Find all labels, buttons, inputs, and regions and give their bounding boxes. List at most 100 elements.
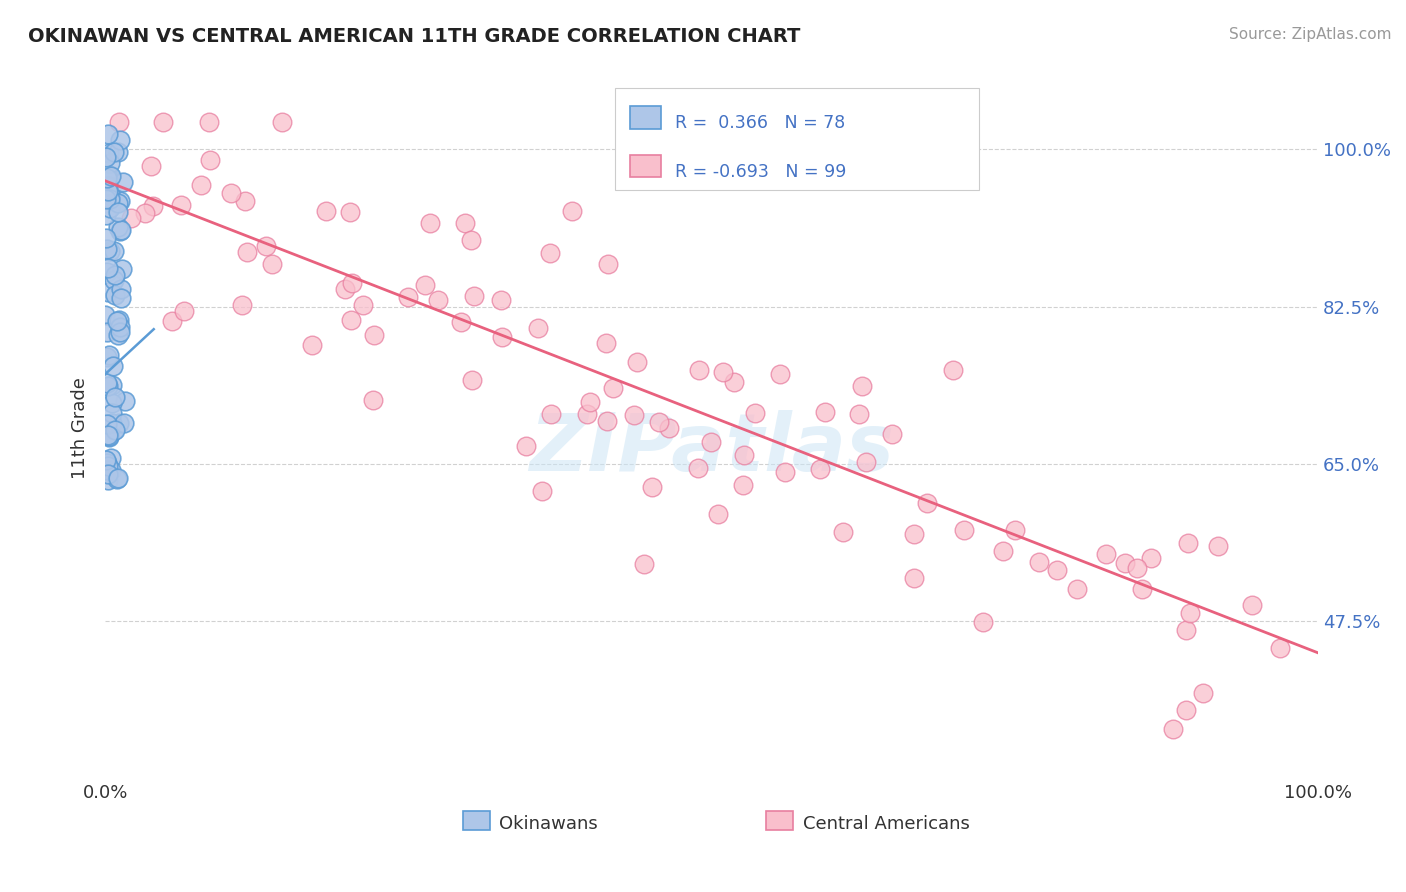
Point bbox=[104, 390, 127, 404]
Point bbox=[96, 168, 118, 182]
Point bbox=[96, 376, 118, 391]
Point bbox=[97, 261, 120, 276]
Point bbox=[96, 171, 118, 186]
FancyBboxPatch shape bbox=[614, 88, 979, 190]
Point bbox=[1241, 598, 1264, 612]
Point bbox=[98, 201, 121, 215]
Point bbox=[903, 527, 925, 541]
Text: Central Americans: Central Americans bbox=[803, 815, 970, 833]
Point bbox=[96, 192, 118, 206]
Point bbox=[100, 396, 122, 410]
Point bbox=[953, 523, 976, 537]
Point bbox=[633, 557, 655, 571]
Point bbox=[96, 350, 118, 364]
Text: Source: ZipAtlas.com: Source: ZipAtlas.com bbox=[1229, 27, 1392, 42]
Point bbox=[1126, 561, 1149, 575]
Point bbox=[173, 304, 195, 318]
Point bbox=[197, 115, 219, 129]
Point bbox=[101, 359, 124, 373]
Point bbox=[152, 115, 174, 129]
Point bbox=[658, 421, 681, 435]
Point bbox=[98, 156, 121, 170]
Text: OKINAWAN VS CENTRAL AMERICAN 11TH GRADE CORRELATION CHART: OKINAWAN VS CENTRAL AMERICAN 11TH GRADE … bbox=[28, 27, 800, 45]
Point bbox=[1178, 607, 1201, 621]
Point bbox=[848, 407, 870, 421]
Point bbox=[260, 257, 283, 271]
Point bbox=[120, 211, 142, 225]
Point bbox=[254, 239, 277, 253]
Point bbox=[352, 298, 374, 312]
Point bbox=[1066, 582, 1088, 597]
Point bbox=[98, 145, 121, 160]
Point bbox=[100, 169, 122, 183]
Text: ZIPatlas: ZIPatlas bbox=[529, 410, 894, 488]
Point bbox=[107, 219, 129, 234]
Point bbox=[1206, 539, 1229, 553]
Point bbox=[808, 462, 831, 476]
Bar bbox=[766, 812, 793, 830]
Point bbox=[108, 320, 131, 334]
Point bbox=[97, 428, 120, 442]
Point bbox=[361, 393, 384, 408]
Point bbox=[142, 199, 165, 213]
Point bbox=[413, 277, 436, 292]
Point bbox=[236, 244, 259, 259]
Point bbox=[97, 184, 120, 198]
Point bbox=[688, 460, 710, 475]
Point bbox=[700, 812, 723, 826]
Point bbox=[707, 507, 730, 521]
Point bbox=[527, 320, 550, 334]
Point bbox=[460, 233, 482, 247]
Point bbox=[107, 314, 129, 328]
Point bbox=[103, 424, 125, 438]
Point bbox=[454, 216, 477, 230]
Point bbox=[97, 379, 120, 393]
Point bbox=[301, 338, 323, 352]
Text: R = -0.693   N = 99: R = -0.693 N = 99 bbox=[675, 163, 846, 181]
Point bbox=[108, 133, 131, 147]
Point bbox=[596, 414, 619, 428]
Point bbox=[882, 426, 904, 441]
Point bbox=[540, 407, 562, 421]
Point bbox=[419, 216, 441, 230]
Point bbox=[94, 452, 117, 467]
Point bbox=[851, 378, 873, 392]
Point bbox=[231, 297, 253, 311]
Point bbox=[219, 186, 242, 200]
Point bbox=[561, 203, 583, 218]
Point bbox=[97, 178, 120, 193]
Point bbox=[104, 268, 127, 282]
Point bbox=[775, 465, 797, 479]
Point bbox=[1094, 547, 1116, 561]
Point bbox=[103, 145, 125, 160]
Point bbox=[463, 289, 485, 303]
Point bbox=[107, 195, 129, 210]
Point bbox=[855, 455, 877, 469]
Point bbox=[100, 450, 122, 465]
Point bbox=[942, 363, 965, 377]
Point bbox=[648, 416, 671, 430]
Point bbox=[1192, 686, 1215, 700]
Point bbox=[110, 223, 132, 237]
Point bbox=[339, 204, 361, 219]
Point bbox=[98, 348, 121, 362]
Point bbox=[1132, 582, 1154, 596]
Point bbox=[94, 231, 117, 245]
Point bbox=[396, 290, 419, 304]
Point bbox=[98, 244, 121, 258]
Point bbox=[98, 187, 121, 202]
Point bbox=[141, 159, 163, 173]
Point bbox=[1004, 524, 1026, 538]
Point bbox=[101, 378, 124, 392]
Point bbox=[744, 406, 766, 420]
Point bbox=[96, 473, 118, 487]
Point bbox=[713, 365, 735, 379]
Point bbox=[1114, 556, 1136, 570]
Point bbox=[100, 406, 122, 420]
Point bbox=[340, 313, 363, 327]
Point bbox=[575, 407, 598, 421]
Point bbox=[596, 256, 619, 270]
Point bbox=[110, 282, 132, 296]
Point bbox=[103, 273, 125, 287]
Point bbox=[340, 277, 363, 291]
